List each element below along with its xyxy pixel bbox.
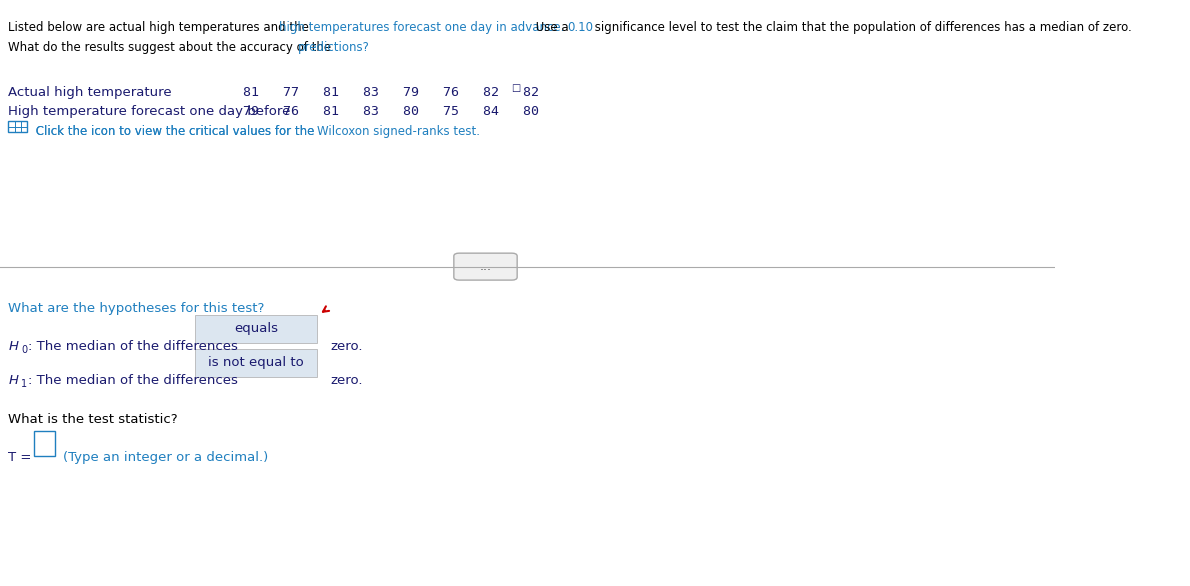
Text: Click the icon to view the critical values for the: Click the icon to view the critical valu… (32, 125, 318, 138)
FancyBboxPatch shape (33, 431, 55, 456)
Text: Listed below are actual high temperatures and the: Listed below are actual high temperature… (8, 21, 313, 33)
Text: significance level to test the claim that the population of differences has a me: significance level to test the claim tha… (590, 21, 1132, 33)
Text: Click the icon to view the critical values for the: Click the icon to view the critical valu… (32, 125, 318, 138)
FancyBboxPatch shape (453, 253, 518, 280)
Text: predictions?: predictions? (299, 41, 370, 54)
Text: : The median of the differences: : The median of the differences (29, 374, 238, 387)
FancyBboxPatch shape (8, 121, 27, 132)
Text: T =: T = (8, 451, 36, 464)
Text: What do the results suggest about the accuracy of the: What do the results suggest about the ac… (8, 41, 336, 54)
Text: is not equal to: is not equal to (208, 356, 303, 369)
Text: : The median of the differences: : The median of the differences (29, 340, 238, 353)
Text: H: H (8, 374, 18, 387)
Text: equals: equals (234, 322, 278, 335)
Text: 81   77   81   83   79   76   82   82: 81 77 81 83 79 76 82 82 (243, 86, 539, 99)
Text: What is the test statistic?: What is the test statistic? (8, 413, 178, 426)
Text: 79   76   81   83   80   75   84   80: 79 76 81 83 80 75 84 80 (243, 105, 539, 118)
Text: Wilcoxon signed-ranks test.: Wilcoxon signed-ranks test. (317, 125, 480, 138)
Text: zero.: zero. (331, 340, 363, 353)
Text: Actual high temperature: Actual high temperature (8, 86, 173, 99)
Text: ...: ... (480, 260, 491, 273)
FancyBboxPatch shape (195, 315, 317, 343)
Text: 0: 0 (21, 345, 27, 355)
Text: (Type an integer or a decimal.): (Type an integer or a decimal.) (63, 451, 269, 464)
Text: zero.: zero. (331, 374, 363, 387)
Text: Use a: Use a (532, 21, 572, 33)
Text: high temperatures forecast one day in advance.: high temperatures forecast one day in ad… (278, 21, 564, 33)
Text: High temperature forecast one day before: High temperature forecast one day before (8, 105, 290, 118)
Text: What are the hypotheses for this test?: What are the hypotheses for this test? (8, 302, 265, 315)
FancyBboxPatch shape (195, 349, 317, 377)
Text: 1: 1 (21, 379, 27, 389)
Text: H: H (8, 340, 18, 353)
Text: □: □ (511, 83, 520, 93)
Text: 0.10: 0.10 (568, 21, 594, 33)
